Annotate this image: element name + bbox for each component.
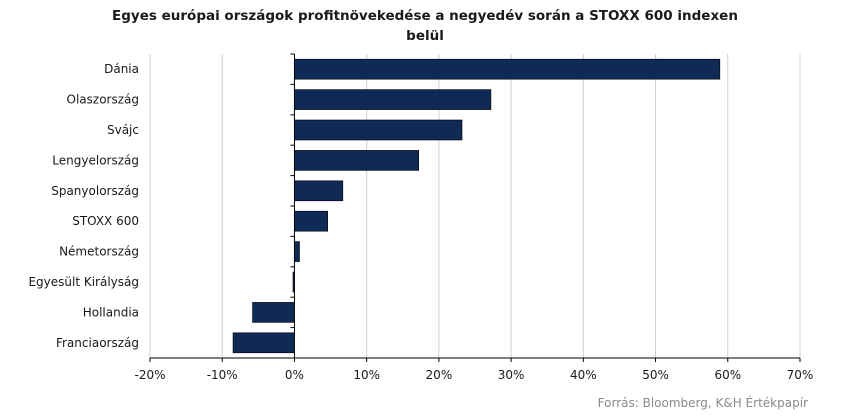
bar xyxy=(294,119,463,141)
bar xyxy=(294,210,328,232)
category-label: Dánia xyxy=(104,62,139,76)
category-label: Franciaország xyxy=(56,336,139,350)
chart-title: Egyes európai országok profitnövekedése … xyxy=(0,6,850,46)
bar xyxy=(294,241,300,262)
bar xyxy=(252,302,295,323)
x-tick-label: 0% xyxy=(285,368,304,382)
bar xyxy=(294,89,492,110)
x-tick-label: 70% xyxy=(787,368,814,382)
category-label: Svájc xyxy=(107,123,139,137)
bar xyxy=(294,180,344,202)
category-label: Hollandia xyxy=(83,305,139,319)
x-tick-label: -20% xyxy=(134,368,165,382)
x-tick-label: 40% xyxy=(570,368,597,382)
bar xyxy=(294,150,419,171)
category-label: Németország xyxy=(59,245,139,259)
x-tick-label: 30% xyxy=(498,368,525,382)
x-tick-label: 10% xyxy=(353,368,380,382)
category-label: STOXX 600 xyxy=(72,214,139,228)
x-tick-labels: -20% -10% 0% 10% 20% 30% 40% 50% 60% 70% xyxy=(134,368,813,382)
category-labels: Dánia Olaszország Svájc Lengyelország Spanyo… xyxy=(28,62,139,350)
source-note: Forrás: Bloomberg, K&H Értékpapír xyxy=(597,396,808,410)
x-tick-label: 20% xyxy=(426,368,453,382)
category-label: Olaszország xyxy=(67,93,139,107)
bars xyxy=(232,58,721,354)
bar xyxy=(294,58,721,80)
category-label: Spanyolország xyxy=(51,184,139,198)
x-tick-label: 60% xyxy=(714,368,741,382)
axes xyxy=(149,53,801,362)
bar xyxy=(232,332,295,354)
x-tick-label: 50% xyxy=(642,368,669,382)
category-label: Lengyelország xyxy=(52,153,139,167)
chart-title-line-1: Egyes európai országok profitnövekedése … xyxy=(112,8,738,24)
x-tick-label: -10% xyxy=(207,368,238,382)
category-label: Egyesült Királyság xyxy=(28,275,139,289)
chart-title-line-2: belül xyxy=(406,28,444,44)
